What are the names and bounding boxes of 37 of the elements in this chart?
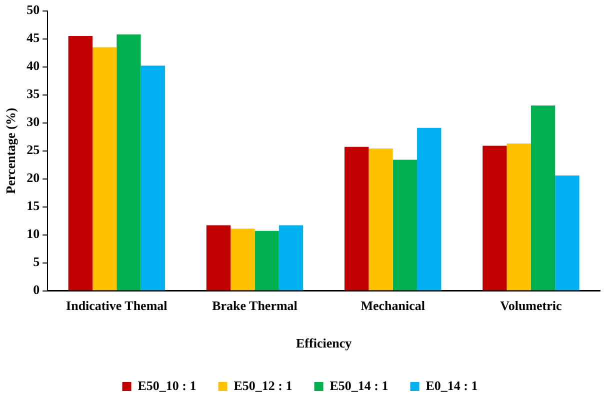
bar <box>417 128 442 290</box>
x-tick-label: Indicative Themal <box>66 298 168 313</box>
y-axis-title: Percentage (%) <box>3 108 18 194</box>
bar <box>482 146 507 290</box>
y-tick-label: 30 <box>26 114 40 130</box>
x-tick-label: Brake Thermal <box>212 298 298 313</box>
y-tick-label: 15 <box>26 198 40 214</box>
bar <box>230 228 255 290</box>
bar <box>278 225 304 290</box>
bar <box>344 146 369 290</box>
bar <box>506 144 531 290</box>
bar <box>92 47 117 290</box>
y-tick-label: 0 <box>33 282 40 298</box>
bar <box>530 105 556 290</box>
x-tick-label: Volumetric <box>500 298 562 313</box>
bar <box>140 66 165 290</box>
legend-label: E50_10 : 1 <box>138 378 196 393</box>
y-tick-label: 20 <box>26 170 40 186</box>
y-tick-label: 5 <box>33 254 40 270</box>
bar <box>368 148 393 290</box>
y-tick-label: 50 <box>26 2 40 18</box>
y-tick-label: 10 <box>26 226 40 242</box>
bar <box>116 34 141 290</box>
bar <box>392 160 418 290</box>
legend-label: E50_14 : 1 <box>330 378 388 393</box>
legend-label: E0_14 : 1 <box>426 378 478 393</box>
bar <box>68 36 92 290</box>
y-tick-label: 35 <box>26 86 40 102</box>
y-tick-label: 40 <box>26 58 40 74</box>
bar <box>254 230 279 290</box>
legend-label: E50_12 : 1 <box>234 378 292 393</box>
x-axis-title: Efficiency <box>296 336 352 351</box>
y-tick-label: 25 <box>26 142 40 158</box>
y-tick-label: 45 <box>26 30 40 46</box>
bar <box>555 175 580 290</box>
bar <box>206 225 231 290</box>
x-tick-label: Mechanical <box>360 298 426 313</box>
